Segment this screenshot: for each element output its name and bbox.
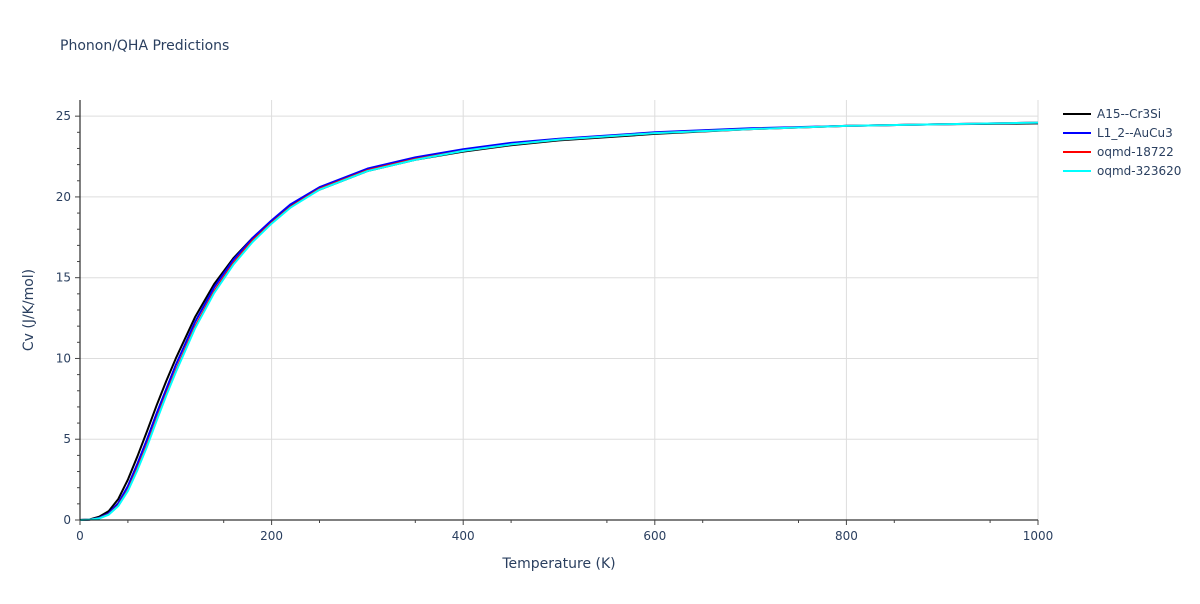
- legend: A15--Cr3Si L1_2--AuCu3 oqmd-18722 oqmd-3236…: [1063, 107, 1181, 178]
- x-tick-label: 800: [835, 529, 858, 543]
- x-tick-label: 0: [76, 529, 84, 543]
- x-axis-title: Temperature (K): [501, 556, 615, 572]
- y-tick-label: 0: [63, 513, 71, 527]
- legend-label: oqmd-18722: [1097, 145, 1174, 159]
- grid-layer: [80, 100, 1039, 520]
- legend-label: oqmd-323620: [1097, 164, 1181, 178]
- legend-label: A15--Cr3Si: [1097, 107, 1161, 121]
- series-line-oqmd-18722: [79, 121, 1039, 521]
- y-tick-label: 25: [56, 109, 71, 123]
- series-line-L1_2--AuCu3: [79, 121, 1039, 521]
- y-axis-title: Cv (J/K/mol): [21, 269, 37, 351]
- x-tick-label: 600: [643, 529, 666, 543]
- series-line-A15--Cr3Si: [79, 122, 1039, 521]
- x-tick-label: 400: [452, 529, 475, 543]
- chart-title: Phonon/QHA Predictions: [60, 38, 229, 54]
- series-layer: [79, 121, 1039, 521]
- x-tick-label: 1000: [1023, 529, 1054, 543]
- legend-label: L1_2--AuCu3: [1097, 126, 1173, 140]
- series-line-oqmd-323620: [79, 121, 1039, 521]
- y-tick-label: 15: [56, 271, 71, 285]
- x-tick-label: 200: [260, 529, 283, 543]
- y-tick-label: 20: [56, 190, 71, 204]
- axes-layer: [79, 100, 1038, 521]
- ticks-layer: 0 200 400 600 800 1000 0 5 10 15 20 25: [56, 109, 1054, 543]
- y-tick-label: 5: [63, 432, 71, 446]
- y-tick-label: 10: [56, 351, 71, 365]
